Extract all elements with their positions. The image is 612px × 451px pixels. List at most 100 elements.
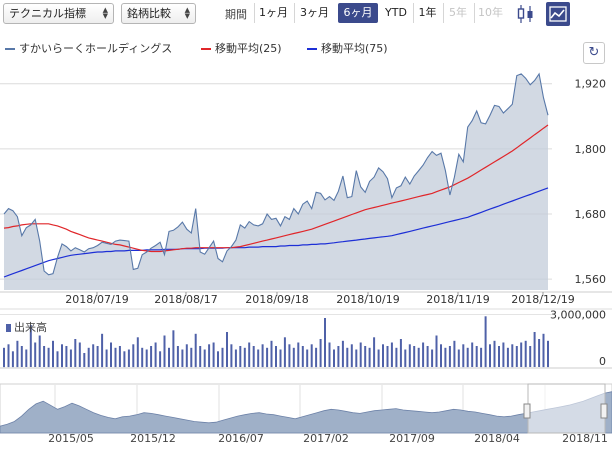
navigator-tick-label: 2016/07 xyxy=(218,432,264,445)
navigator-right-handle[interactable] xyxy=(600,403,608,419)
volume-bar xyxy=(163,335,166,367)
volume-bar xyxy=(355,349,358,367)
volume-bar xyxy=(20,346,23,367)
volume-bar xyxy=(462,344,465,368)
volume-bar xyxy=(194,333,197,368)
period-1m-label: 1ヶ月 xyxy=(259,6,288,19)
volume-bar xyxy=(538,339,541,367)
volume-bar xyxy=(221,347,224,368)
volume-bar xyxy=(199,346,202,367)
volume-bars xyxy=(0,308,612,369)
price-grid xyxy=(0,83,612,293)
period-ytd-button[interactable]: YTD xyxy=(381,3,411,23)
volume-bar xyxy=(533,332,536,367)
volume-bar xyxy=(520,342,523,367)
period-3m-button[interactable]: 3ヶ月 xyxy=(294,3,334,23)
volume-bar xyxy=(239,346,242,367)
period-3m-label: 3ヶ月 xyxy=(300,6,329,19)
period-1m-button[interactable]: 1ヶ月 xyxy=(254,3,292,23)
volume-bar xyxy=(529,346,532,367)
volume-bar xyxy=(132,344,135,368)
volume-bar xyxy=(413,346,416,367)
volume-bar xyxy=(208,344,211,368)
period-5y-button[interactable]: 5年 xyxy=(443,3,472,23)
legend-ma25-label: 移動平均(25) xyxy=(215,42,282,55)
period-1y-label: 1年 xyxy=(418,6,437,19)
volume-bar xyxy=(498,346,500,367)
legend-ma75: 移動平均(75) xyxy=(307,40,388,56)
ma25-line xyxy=(3,124,549,253)
select-caret-icon: ▲ ▼ xyxy=(184,6,190,20)
volume-bar xyxy=(266,347,269,368)
legend-ma25-swatch xyxy=(201,48,211,50)
volume-bar xyxy=(141,347,144,368)
area-chart-icon[interactable] xyxy=(546,2,570,26)
volume-bar xyxy=(511,344,514,368)
volume-label-text: 出来高 xyxy=(14,321,47,334)
price-area xyxy=(4,73,548,291)
period-6m-label: 6ヶ月 xyxy=(343,6,373,19)
technical-indicator-select[interactable]: テクニカル指標 ▲ ▼ xyxy=(3,3,114,24)
navigator[interactable]: 2015/05 2015/12 2016/07 2017/02 2017/09 2018/… xyxy=(0,383,612,445)
navigator-area xyxy=(0,391,612,434)
period-6m-button[interactable]: 6ヶ月 xyxy=(338,3,378,23)
volume-bar xyxy=(212,342,215,367)
volume-bar xyxy=(399,339,402,367)
volume-bar xyxy=(283,337,286,368)
volume-bar xyxy=(292,347,295,368)
price-tick-label: 1,560 xyxy=(575,273,607,286)
volume-bar xyxy=(337,346,340,367)
volume-bar xyxy=(203,349,206,367)
volume-bar xyxy=(261,344,264,368)
period-10y-button[interactable]: 10年 xyxy=(474,3,506,23)
volume-bar xyxy=(480,347,483,368)
period-10y-label: 10年 xyxy=(478,6,503,19)
volume-bar xyxy=(426,346,429,367)
volume-bar xyxy=(306,349,309,367)
period-1y-button[interactable]: 1年 xyxy=(413,3,441,23)
volume-bar xyxy=(83,353,86,367)
price-tick-label: 1,920 xyxy=(575,78,607,91)
date-tick-label: 2018/09/18 xyxy=(245,293,308,306)
volume-bar xyxy=(368,347,371,368)
date-tick-label: 2018/07/19 xyxy=(65,293,128,306)
price-line xyxy=(3,72,549,276)
candlestick-icon[interactable] xyxy=(514,2,538,26)
date-tick-label: 2018/12/19 xyxy=(511,293,574,306)
volume-bar xyxy=(185,344,188,368)
volume-bar xyxy=(123,351,126,368)
volume-bar xyxy=(47,347,50,368)
volume-tick-label: 0 xyxy=(599,355,606,368)
volume-bar xyxy=(471,342,474,367)
navigator-tick-label: 2018/11 xyxy=(562,432,608,445)
navigator-tick-label: 2015/05 xyxy=(48,432,94,445)
navigator-tick-label: 2017/02 xyxy=(303,432,349,445)
chart-toolbar: テクニカル指標 ▲ ▼ 銘柄比較 ▲ ▼ 期間 1ヶ月 3ヶ月 6ヶ月 YTD 1年… xyxy=(0,0,612,28)
volume-bar xyxy=(382,344,384,368)
volume-bar xyxy=(34,342,37,367)
volume-bar xyxy=(87,347,90,368)
compare-symbol-select-value: 銘柄比較 xyxy=(127,7,171,20)
period-label: 期間 xyxy=(225,8,247,21)
volume-bar xyxy=(279,349,282,367)
volume-bar xyxy=(453,340,456,368)
navigator-left-handle[interactable] xyxy=(523,403,531,419)
volume-bar xyxy=(226,332,228,367)
volume-bar xyxy=(105,349,108,367)
volume-bar xyxy=(386,346,389,367)
volume-bar xyxy=(373,337,376,368)
refresh-icon[interactable]: ↻ xyxy=(583,42,605,64)
volume-bar xyxy=(176,346,179,367)
period-ytd-label: YTD xyxy=(385,6,407,19)
date-tick-label: 2018/08/17 xyxy=(154,293,217,306)
navigator-selection[interactable] xyxy=(527,383,606,434)
volume-bar xyxy=(114,347,117,368)
navigator-tick-label: 2015/12 xyxy=(130,432,176,445)
volume-bar xyxy=(417,347,420,368)
volume-bar xyxy=(275,346,277,367)
compare-symbol-select[interactable]: 銘柄比較 ▲ ▼ xyxy=(121,3,196,24)
volume-bar xyxy=(390,342,393,367)
volume-bar xyxy=(475,346,478,367)
volume-bar xyxy=(408,344,411,368)
